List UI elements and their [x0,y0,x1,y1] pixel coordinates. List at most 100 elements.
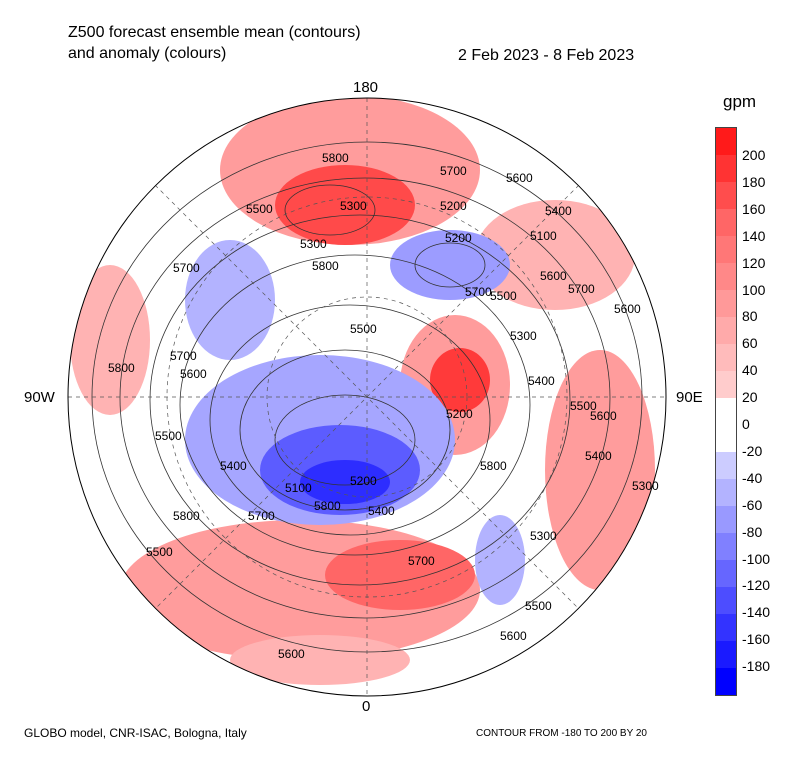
legend-swatch [716,182,736,209]
contour-label: 5500 [350,322,377,336]
lon-label-180: 180 [353,79,379,96]
legend-swatch [716,614,736,641]
contour-label: 5300 [300,237,327,251]
legend-tick-label: 80 [742,308,758,325]
contour-label: 5800 [173,509,200,523]
contour-label: 5300 [632,479,659,493]
legend-unit: gpm [723,92,757,111]
contour-label: 5500 [490,289,517,303]
contour-label: 5100 [285,481,312,495]
legend-tick-label: 40 [742,362,758,379]
legend-tick-label: -40 [742,469,763,486]
legend-swatch [716,290,736,317]
model-credit: GLOBO model, CNR-ISAC, Bologna, Italy [24,726,247,740]
map-boundary [67,97,667,697]
contour-label: 5600 [500,629,527,643]
legend-swatch [716,668,736,695]
contour-info: CONTOUR FROM -180 TO 200 BY 20 [476,728,647,739]
legend-swatch [716,587,736,614]
legend-swatch [716,344,736,371]
contour-label: 5500 [525,599,552,613]
legend-swatch [716,371,736,398]
legend-tick-label: -180 [742,658,771,675]
contour-label: 5700 [465,285,492,299]
contour-label: 5100 [530,229,557,243]
contour-label: 5300 [530,529,557,543]
lon-label-0: 0 [362,698,371,715]
contour-label: 5600 [614,302,641,316]
contour-label: 5800 [314,499,341,513]
contour-label: 5700 [568,282,595,296]
legend-tick-label: -80 [742,523,763,540]
legend-swatch [716,317,736,344]
legend-swatch [716,560,736,587]
legend-tick-label: -160 [742,631,771,648]
contour-label: 5200 [445,231,472,245]
contour-label: 5500 [146,545,173,559]
contour-label: 5500 [570,399,597,413]
contour-label: 5400 [220,459,247,473]
title-line-1: Z500 forecast ensemble mean (contours) [68,24,361,41]
legend-tick-label: -20 [742,442,763,459]
legend-swatch [716,425,736,452]
contour-label: 5500 [155,429,182,443]
contour-label: 5400 [368,504,395,518]
legend-swatch [716,128,736,155]
contour-label: 5600 [278,647,305,661]
contour-label: 5700 [170,349,197,363]
contour-label: 5300 [340,199,367,213]
legend-swatch [716,263,736,290]
contour-label: 5800 [322,151,349,165]
contour-label: 5500 [246,202,273,216]
contour-label: 5400 [585,449,612,463]
legend-tick-label: 140 [742,227,766,244]
contour-label: 5200 [440,199,467,213]
contour-label: 5700 [248,509,275,523]
anomaly-fill-positive [70,98,655,685]
contour-label: 5600 [540,269,567,283]
lon-label-90w: 90W [24,389,55,406]
legend-tick-label: -60 [742,496,763,513]
contour-label: 5600 [180,367,207,381]
legend-tick-label: 100 [742,281,766,298]
contour-label: 5300 [510,329,537,343]
legend-tick-label: 120 [742,254,766,271]
contour-label: 5700 [408,554,435,568]
legend-swatch [716,533,736,560]
legend-swatch [716,398,736,425]
legend-tick-label: 20 [742,389,758,406]
contour-label: 5700 [440,164,467,178]
legend-swatch [716,209,736,236]
contour-label: 5600 [506,171,533,185]
contour-label: 5400 [545,204,572,218]
legend-tick-label: -140 [742,604,771,621]
legend-swatch [716,236,736,263]
legend-swatch [716,641,736,668]
contour-label: 5800 [108,361,135,375]
contour-label: 5600 [590,409,617,423]
legend-swatch [716,506,736,533]
contour-label: 5200 [350,474,377,488]
graticule [68,98,666,696]
legend-swatch [716,452,736,479]
forecast-period: 2 Feb 2023 - 8 Feb 2023 [458,47,635,64]
contour-label: 5200 [446,407,473,421]
contour-label: 5800 [480,459,507,473]
title-line-2: and anomaly (colours) [68,45,227,62]
legend-tick-label: 200 [742,147,766,163]
colour-legend [715,127,737,696]
map-title: Z500 forecast ensemble mean (contours) a… [68,22,361,64]
lon-label-90e: 90E [676,389,703,406]
contour-label: 5700 [173,261,200,275]
height-contours [91,141,643,653]
legend-tick-label: -120 [742,577,771,594]
legend-tick-label: -100 [742,550,771,567]
contour-label: 5400 [528,374,555,388]
legend-tick-label: 180 [742,173,766,190]
legend-swatch [716,155,736,182]
contour-label: 5800 [312,259,339,273]
legend-swatch [716,479,736,506]
legend-tick-label: 160 [742,200,766,217]
